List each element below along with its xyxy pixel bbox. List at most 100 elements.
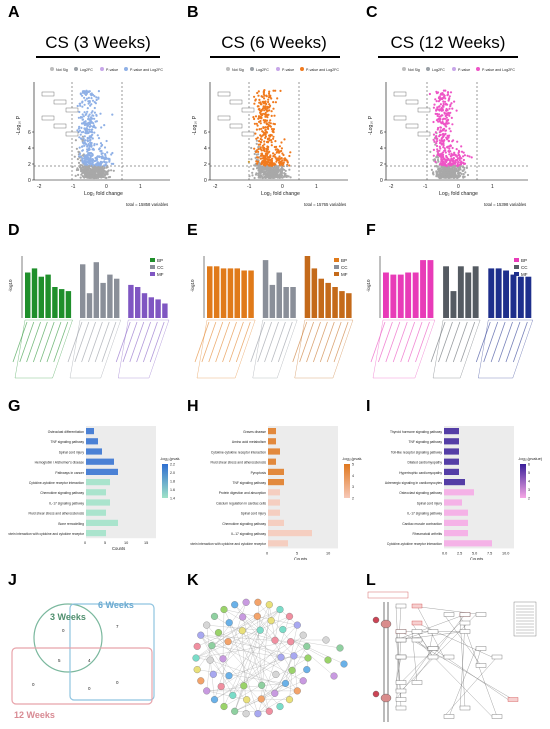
pathway-gene-box: [395, 697, 407, 702]
y-axis-label: -log10: [190, 279, 195, 292]
volcano-point: [103, 146, 107, 149]
volcano-point: [268, 90, 271, 93]
venn-count: 0: [32, 682, 35, 687]
volcano-point: [264, 101, 267, 105]
go-bar-cc: [465, 272, 472, 318]
volcano-point: [437, 91, 440, 94]
volcano-point: [91, 114, 94, 117]
plot-background: [444, 426, 514, 549]
volcano-point: [268, 156, 271, 159]
volcano-point: [263, 148, 266, 151]
go-term-label: [438, 321, 453, 363]
kegg-term-label: Spinal cord injury: [59, 450, 85, 454]
volcano-point: [452, 165, 455, 168]
volcano-point: [107, 176, 110, 179]
venn-count: 4: [88, 658, 91, 663]
volcano-point: [449, 144, 452, 147]
go-bar-bp: [390, 274, 397, 318]
volcano-point: [270, 114, 273, 117]
go-bar-bp: [38, 276, 44, 318]
volcano-point: [267, 127, 270, 130]
volcano-point: [88, 167, 91, 170]
venn-label-6w: 6 Weeks: [98, 600, 134, 610]
volcano-point: [454, 161, 457, 164]
volcano-point: [90, 92, 93, 95]
legend-dot: [226, 67, 230, 71]
network-edge: [291, 639, 345, 665]
go-bar-chart-3w: -log10 BP CC MF: [8, 256, 170, 379]
volcano-point: [252, 167, 255, 171]
legend-scale-label: 3: [528, 488, 530, 492]
legend-scale-label: 1.8: [170, 480, 175, 484]
volcano-point: [263, 160, 266, 163]
total-variables: total = 15858 variables: [126, 202, 168, 207]
volcano-point: [432, 148, 435, 151]
volcano-point: [267, 168, 271, 171]
volcano-point: [441, 97, 444, 100]
volcano-point: [445, 171, 448, 174]
panel-label-b: B: [187, 4, 199, 21]
volcano-point: [447, 91, 450, 94]
volcano-point: [435, 100, 438, 103]
network-edge: [222, 609, 225, 659]
kegg-bar: [268, 458, 276, 465]
kegg-term-label: Chemokine signaling pathway: [222, 522, 266, 526]
kegg-term-label: Hemoglobin / Alzheimer's disease: [35, 461, 85, 465]
volcano-point: [439, 133, 442, 137]
volcano-point: [253, 95, 256, 98]
go-bar-cc: [93, 262, 99, 318]
go-term-label: [460, 321, 476, 363]
kegg-bar: [268, 448, 280, 455]
pathway-gene-box: [475, 646, 487, 651]
volcano-point: [79, 167, 82, 170]
kegg-bar: [268, 428, 276, 435]
volcano-point: [89, 152, 92, 155]
volcano-point: [95, 98, 98, 102]
network-node: [203, 621, 211, 629]
gene-label-box: [393, 115, 407, 121]
x-tick-label: 5: [104, 541, 106, 545]
go-term-label: [512, 321, 528, 363]
volcano-point: [258, 163, 261, 166]
volcano-point: [436, 137, 439, 140]
volcano-point: [254, 132, 257, 135]
volcano-plot-12w: Not Sig Log2FC P-value P-value and Log2FC 0 2…: [368, 67, 528, 207]
kegg-term-label: IL-17 signaling pathway: [407, 512, 442, 516]
venn-label-12w: 12 Weeks: [14, 710, 55, 720]
volcano-point: [103, 167, 106, 170]
volcano-point: [268, 134, 271, 137]
volcano-point: [465, 166, 468, 169]
kegg-bar-chart-6w: Graves disease Amino acid metabolism Cytok…: [190, 426, 362, 560]
volcano-point: [78, 155, 81, 158]
legend-dot: [476, 67, 480, 71]
volcano-point: [451, 146, 454, 150]
volcano-point: [81, 141, 84, 144]
go-bar-mf: [141, 293, 148, 318]
volcano-point: [441, 129, 444, 132]
pathway-gene-box: [491, 654, 503, 660]
volcano-point: [289, 151, 292, 154]
volcano-point: [255, 137, 258, 140]
go-bar-mf: [503, 270, 509, 318]
go-bar-cc: [457, 266, 464, 318]
volcano-point: [253, 122, 256, 125]
volcano-point: [259, 140, 262, 144]
volcano-point: [452, 169, 455, 172]
kegg-bar: [86, 448, 102, 455]
volcano-point: [462, 151, 465, 154]
volcano-point: [451, 172, 454, 175]
pathway-link: [475, 648, 482, 666]
volcano-point: [264, 176, 267, 179]
volcano-point: [71, 165, 74, 168]
volcano-point: [267, 92, 271, 95]
pathway-gene-box: [395, 637, 407, 643]
network-edge: [234, 685, 244, 712]
volcano-point: [442, 117, 445, 120]
volcano-point: [443, 149, 446, 152]
go-bar-cc: [86, 293, 93, 318]
volcano-point: [90, 162, 93, 165]
volcano-point: [440, 143, 443, 146]
legend-dot: [402, 67, 406, 71]
volcano-point: [81, 105, 84, 108]
go-bar-bp: [220, 268, 227, 318]
